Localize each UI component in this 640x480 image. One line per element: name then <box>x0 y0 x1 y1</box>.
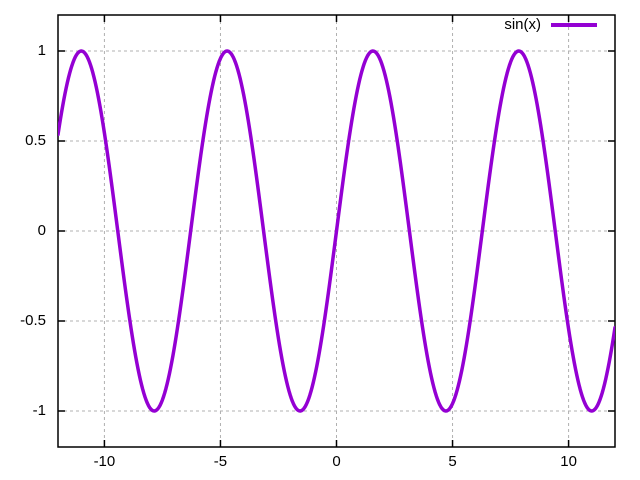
legend-line-sample <box>551 23 597 27</box>
legend: sin(x) <box>504 17 597 33</box>
legend-label: sin(x) <box>504 16 541 33</box>
y-tick-label: -1 <box>32 402 46 419</box>
y-tick-label: 0.5 <box>25 132 46 149</box>
x-tick-label: -5 <box>213 453 228 470</box>
y-tick-label: 1 <box>37 42 46 59</box>
x-tick-label: 0 <box>332 453 341 470</box>
y-tick-label: -0.5 <box>20 312 46 329</box>
x-tick-label: -10 <box>93 453 116 470</box>
x-tick-label: 5 <box>448 453 457 470</box>
sin-curve <box>58 49 615 413</box>
x-tick-label: 10 <box>560 453 577 470</box>
y-tick-label: 0 <box>37 222 46 239</box>
